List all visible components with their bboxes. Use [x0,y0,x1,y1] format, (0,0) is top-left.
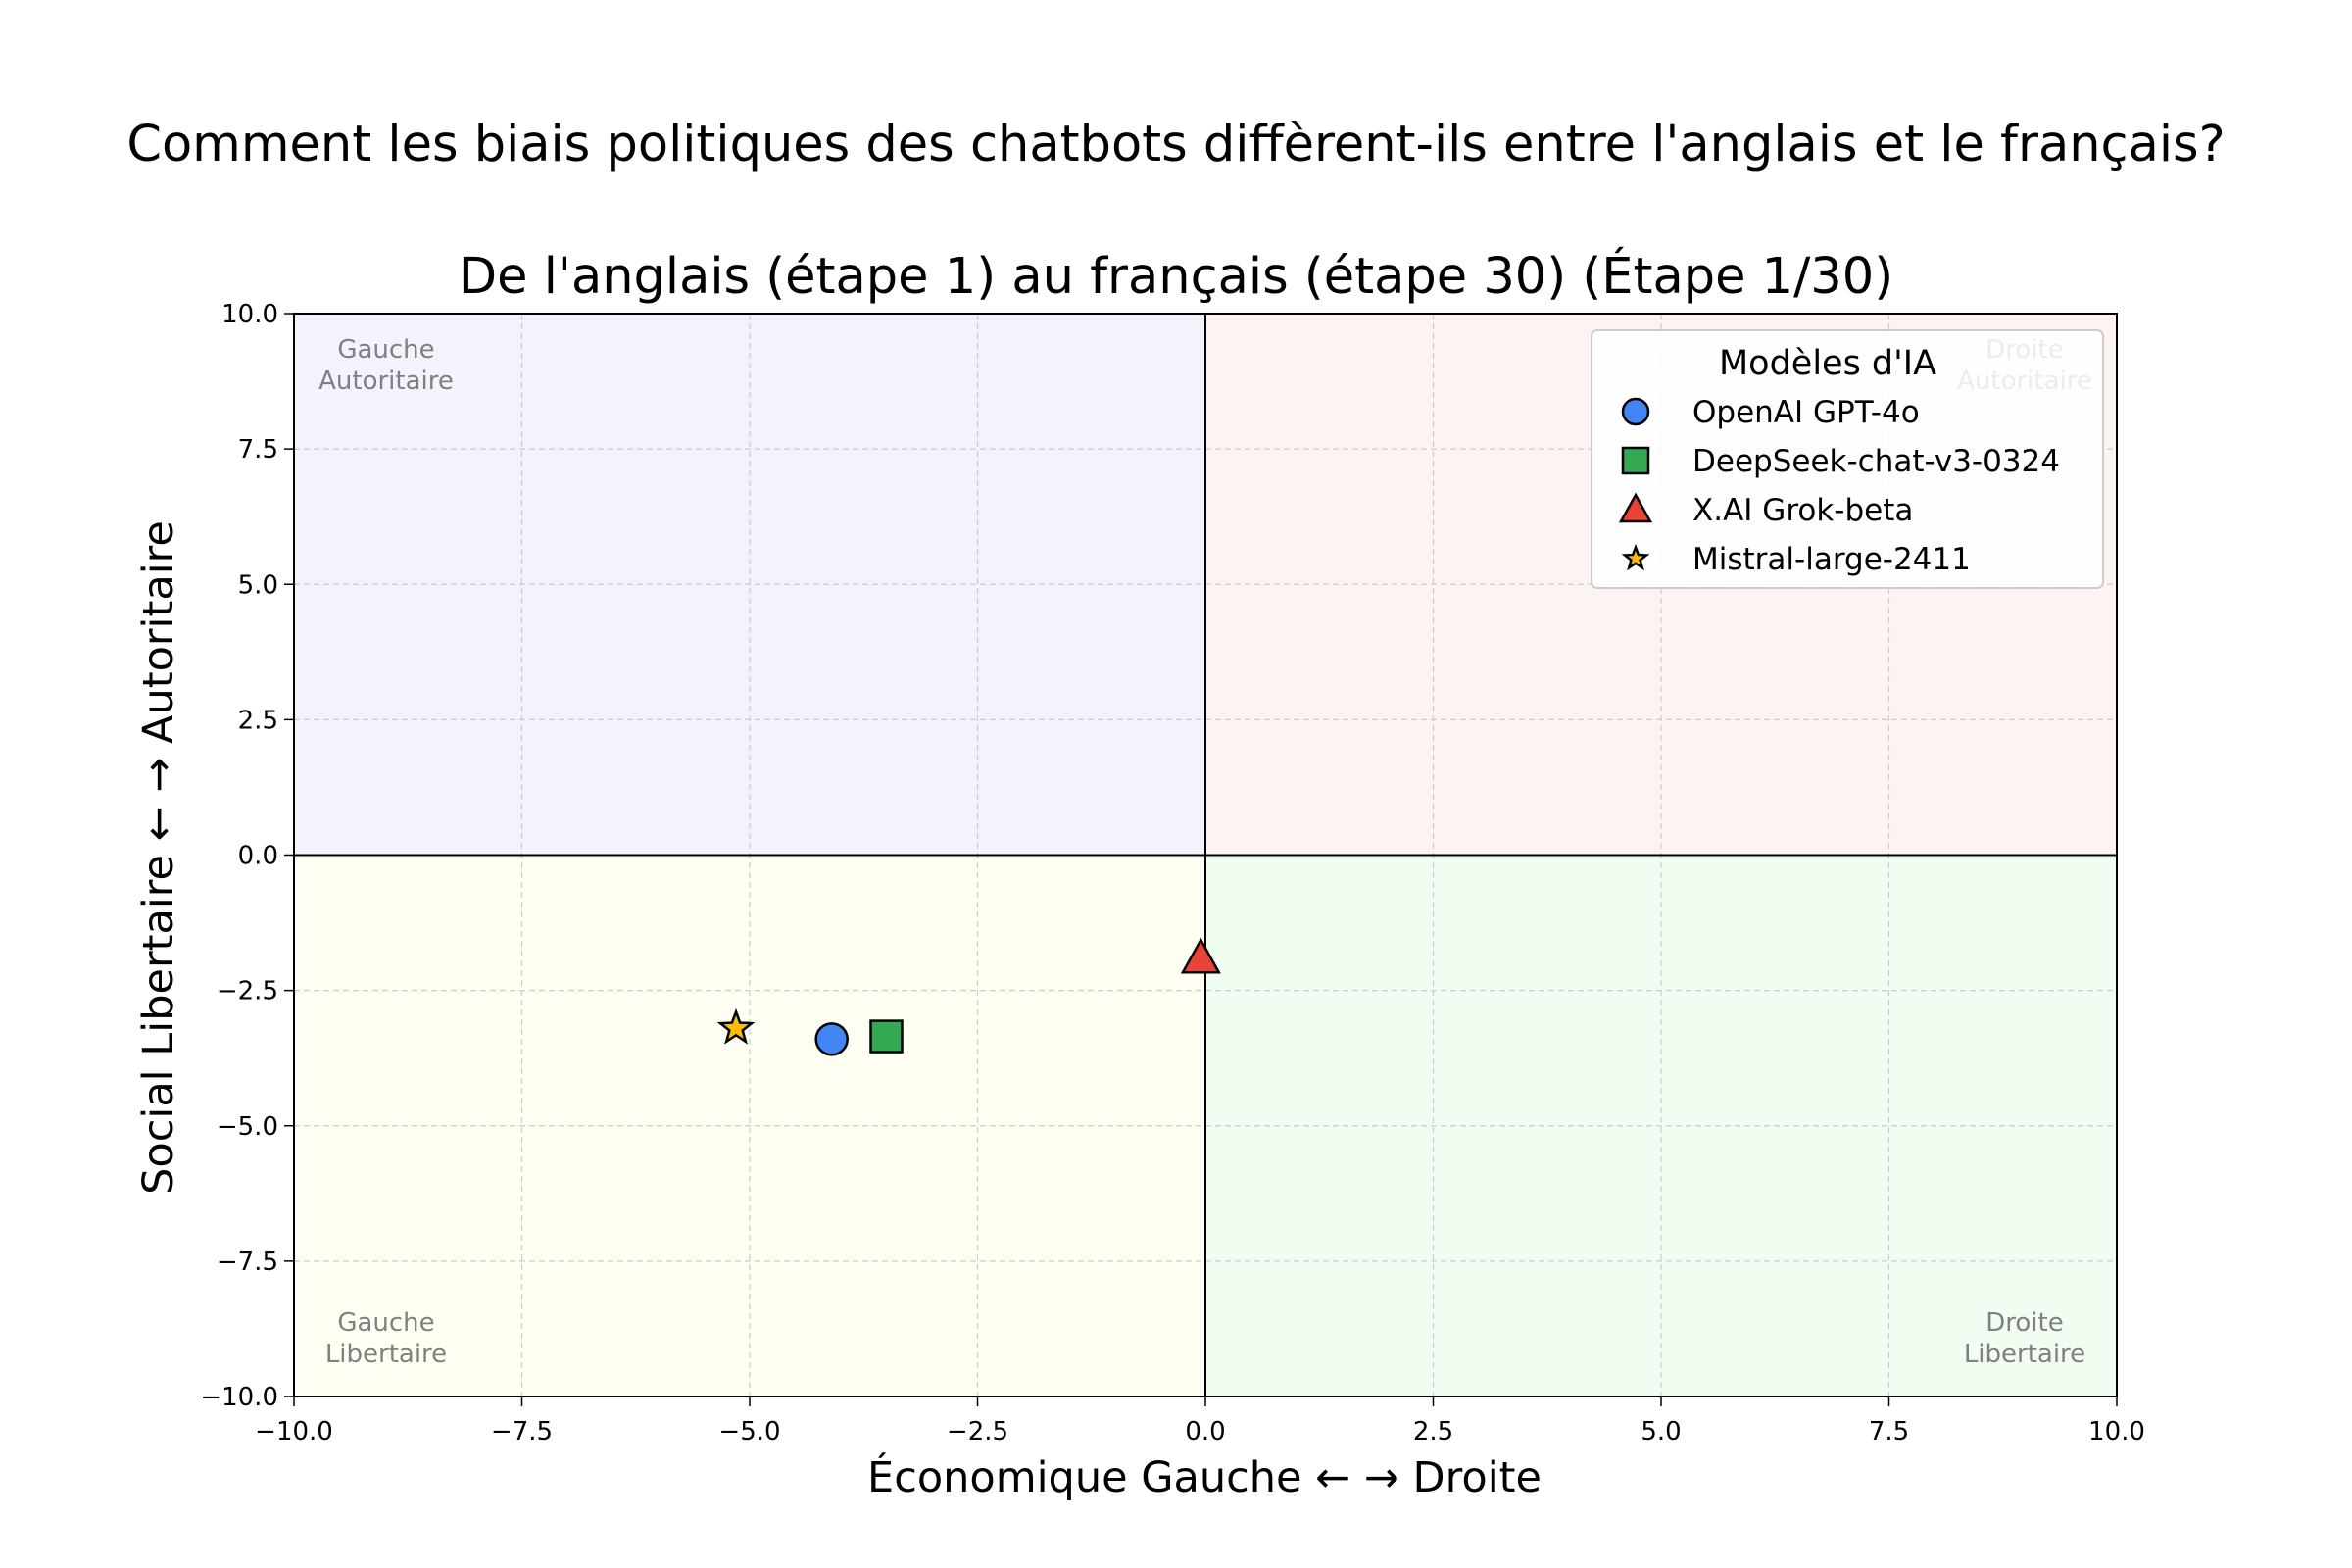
quadrant-label-top-left: Gauche [337,335,434,365]
y-tick-label: −2.5 [217,977,278,1006]
x-tick-label: 0.0 [1185,1417,1225,1446]
y-tick-label: 7.5 [238,435,278,465]
legend-marker-circle [1621,397,1650,426]
chart-title: De l'anglais (étape 1) au français (étap… [459,246,1893,306]
y-tick-label: −10.0 [200,1383,278,1412]
data-point-triangle [1180,937,1221,974]
y-tick-label: 2.5 [238,706,278,735]
y-tick-label: 0.0 [238,842,278,871]
x-tick-label: −7.5 [491,1417,553,1446]
legend-box [1591,329,2104,589]
chart-suptitle: Comment les biais politiques des chatbot… [126,116,2225,173]
legend-entry-label: DeepSeek-chat-v3-0324 [1692,444,2060,479]
x-axis-label: Économique Gauche ← → Droite [867,1452,1542,1502]
legend: Modèles d'IA OpenAI GPT-4o DeepSeek-chat-v… [1591,329,2104,589]
y-tick-label: −5.0 [217,1112,278,1142]
legend-marker-star [1621,543,1650,571]
quadrant-label-bottom-left: Gauche [337,1308,434,1338]
data-point-star [716,1007,756,1045]
data-point-circle [814,1022,849,1056]
legend-marker-triangle [1618,492,1653,523]
legend-title: Modèles d'IA [1719,344,1936,383]
x-tick-label: −10.0 [255,1417,333,1446]
y-axis-label: Social Libertaire ← → Autoritaire [134,520,183,1195]
quadrant-label-top-left: Autoritaire [318,367,454,396]
x-tick-label: 10.0 [2088,1417,2145,1446]
y-tick-label: 10.0 [221,300,278,329]
data-points [716,937,1221,1056]
legend-entry-label: X.AI Grok-beta [1692,493,1913,528]
x-tick-label: 2.5 [1413,1417,1453,1446]
data-point-square [869,1019,904,1054]
legend-entry-label: OpenAI GPT-4o [1692,395,1920,430]
y-tick-label: 5.0 [238,570,278,600]
x-tick-label: −2.5 [947,1417,1008,1446]
y-tick-label: −7.5 [217,1248,278,1277]
legend-marker-square [1621,446,1650,475]
tick-layer: −10.0 −7.5 −5.0 −2.5 0.0 2.5 5.0 7.5 10.0 −10.0 −7… [200,300,2145,1446]
quadrant-label-bottom-right: Droite [1985,1308,2063,1338]
zero-axes [294,314,2117,1396]
x-tick-label: 7.5 [1869,1417,1909,1446]
quadrant-label-bottom-right: Libertaire [1964,1340,2085,1369]
x-tick-label: −5.0 [718,1417,780,1446]
quadrant-label-bottom-left: Libertaire [325,1340,447,1369]
legend-entry-label: Mistral-large-2411 [1692,542,1971,577]
x-tick-label: 5.0 [1641,1417,1681,1446]
